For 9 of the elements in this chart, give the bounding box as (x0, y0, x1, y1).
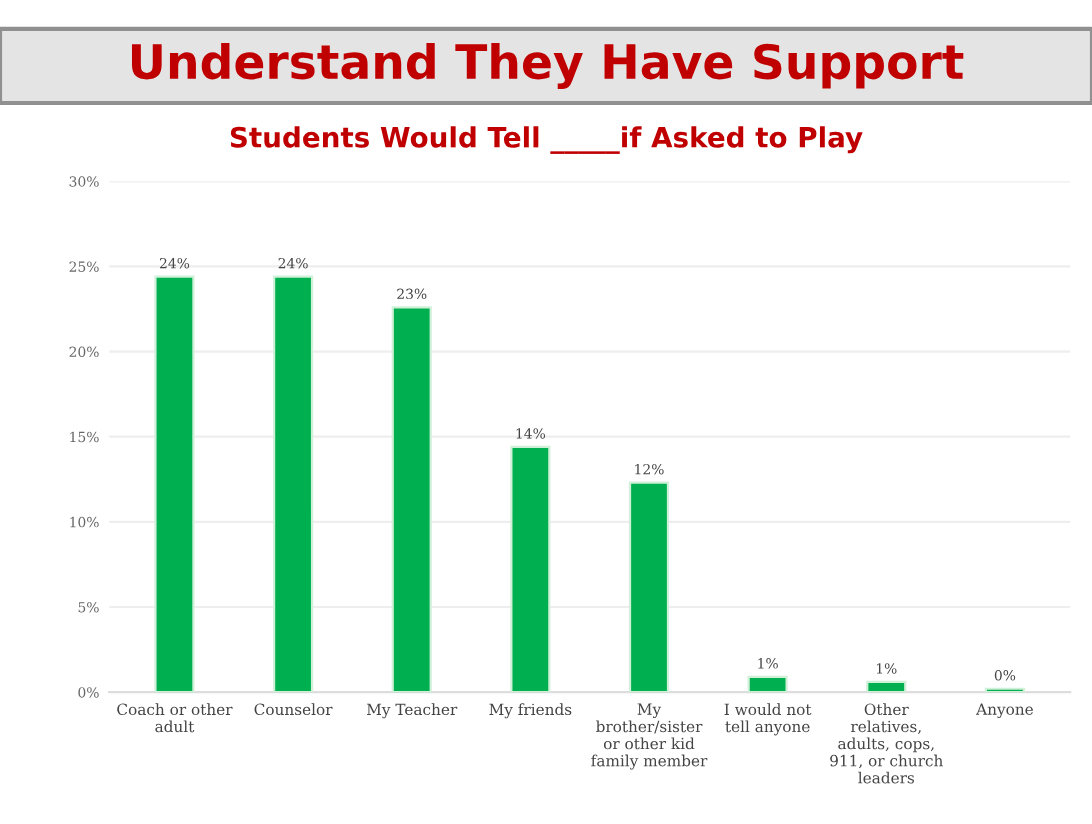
bar (273, 275, 314, 693)
bar (628, 481, 670, 693)
bar (866, 680, 907, 693)
bar (391, 306, 432, 693)
chart-subtitle: Students Would Tell _____if Asked to Play (230, 126, 863, 154)
bar (154, 275, 195, 693)
bar (747, 675, 788, 693)
bar (510, 445, 551, 693)
chart-title: Understand They Have Support (131, 42, 964, 89)
